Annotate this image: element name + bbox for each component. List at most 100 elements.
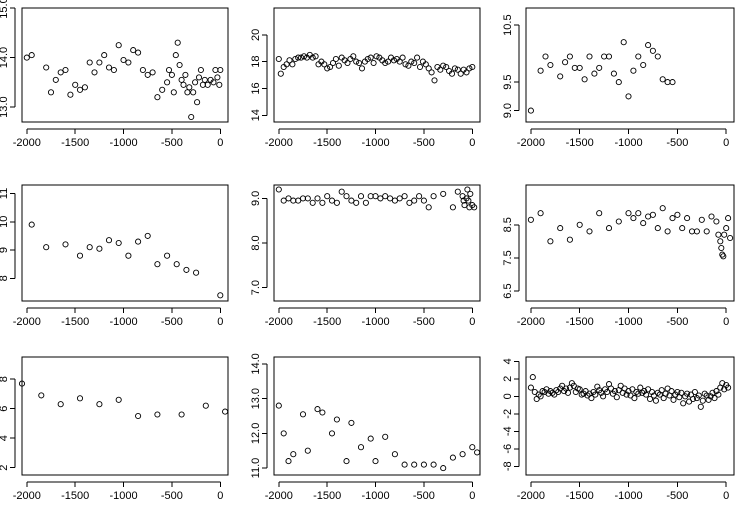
x-tick-label: 0 xyxy=(723,137,729,149)
x-tick-label: -1000 xyxy=(614,137,642,149)
data-point xyxy=(623,391,630,398)
data-point xyxy=(557,225,564,232)
data-point xyxy=(67,91,74,98)
y-tick-label: -2 xyxy=(502,409,514,419)
data-point xyxy=(440,190,447,197)
data-point xyxy=(414,54,421,61)
data-point xyxy=(204,81,211,88)
data-point xyxy=(350,53,357,60)
data-point xyxy=(425,204,432,211)
data-point xyxy=(720,253,727,260)
data-point xyxy=(275,55,282,63)
data-point xyxy=(396,195,403,202)
data-point xyxy=(195,74,203,81)
x-tick-label: -1000 xyxy=(109,490,137,502)
data-point xyxy=(689,395,697,403)
y-tick-label: -6 xyxy=(502,444,514,454)
data-point xyxy=(669,79,676,86)
data-point xyxy=(197,66,204,74)
data-point xyxy=(420,197,427,204)
data-point xyxy=(581,76,588,83)
data-point xyxy=(586,53,593,60)
data-point xyxy=(620,39,627,46)
data-point xyxy=(391,197,398,204)
data-point xyxy=(695,392,702,399)
data-point xyxy=(633,388,640,396)
y-tick-label: 9 xyxy=(0,247,10,253)
data-point xyxy=(630,215,637,222)
data-point xyxy=(314,406,321,413)
y-tick-label: 10.5 xyxy=(502,14,514,35)
x-tick-label: -1000 xyxy=(361,137,389,149)
data-point xyxy=(180,81,187,88)
x-tick-label: 0 xyxy=(469,316,475,328)
data-point xyxy=(222,408,229,415)
data-point xyxy=(382,193,389,200)
y-tick-label: 8 xyxy=(0,376,10,382)
data-point xyxy=(654,53,661,60)
data-point xyxy=(178,76,185,83)
data-point xyxy=(411,59,418,67)
data-point xyxy=(698,216,705,223)
data-point xyxy=(101,52,108,59)
data-point xyxy=(135,238,142,245)
y-tick-label: 2 xyxy=(0,465,10,471)
plot-frame xyxy=(273,356,481,476)
panel-4: -2000 -1500 -1000 -500 0 8 9 10 11 xyxy=(0,184,229,328)
data-point xyxy=(723,225,730,232)
data-point xyxy=(449,454,456,461)
y-tick-label: -8 xyxy=(502,461,514,471)
data-point xyxy=(382,433,389,440)
y-tick-label: 8 xyxy=(0,275,10,281)
data-point xyxy=(592,391,599,398)
data-point xyxy=(275,186,282,193)
data-point xyxy=(372,458,379,465)
data-point xyxy=(96,245,103,252)
x-tick-label: -2000 xyxy=(517,490,545,502)
data-point xyxy=(184,89,191,96)
x-tick-label: -2000 xyxy=(517,137,545,149)
data-point xyxy=(214,74,221,81)
data-point xyxy=(643,391,650,398)
data-point xyxy=(292,55,299,63)
data-point xyxy=(86,59,93,66)
y-tick-label: 9.0 xyxy=(250,191,262,206)
data-point xyxy=(451,65,458,72)
data-point xyxy=(348,419,355,426)
data-point xyxy=(190,89,197,96)
data-point xyxy=(217,292,224,299)
data-point xyxy=(465,197,472,204)
x-tick-label: -1000 xyxy=(361,316,389,328)
data-point xyxy=(76,395,84,402)
y-tick-label: 13.0 xyxy=(0,96,10,117)
data-point xyxy=(641,388,648,395)
data-point xyxy=(535,391,542,398)
y-tick-label: 9.0 xyxy=(502,103,514,118)
data-point xyxy=(680,400,687,407)
data-point xyxy=(96,59,103,66)
data-point xyxy=(217,66,224,74)
data-point xyxy=(62,241,69,248)
data-point xyxy=(679,225,686,232)
data-point xyxy=(289,61,296,68)
y-tick-label: 11 xyxy=(0,188,10,199)
x-tick-label: -1500 xyxy=(313,137,341,149)
data-point xyxy=(353,199,360,206)
data-point xyxy=(28,221,35,228)
data-point xyxy=(201,76,208,83)
data-point xyxy=(333,199,340,206)
data-point xyxy=(466,65,473,72)
data-point xyxy=(280,197,287,204)
plot-frame xyxy=(273,184,481,302)
x-tick-label: -500 xyxy=(161,316,183,328)
data-point xyxy=(717,238,724,245)
data-point xyxy=(640,220,647,227)
data-point xyxy=(703,228,710,235)
data-point xyxy=(356,59,363,67)
data-point xyxy=(358,65,366,72)
y-tick-label: -4 xyxy=(502,426,514,436)
y-tick-label: 7.5 xyxy=(502,250,514,265)
data-point xyxy=(430,461,437,468)
x-tick-label: -1500 xyxy=(313,490,341,502)
data-point xyxy=(280,430,287,437)
